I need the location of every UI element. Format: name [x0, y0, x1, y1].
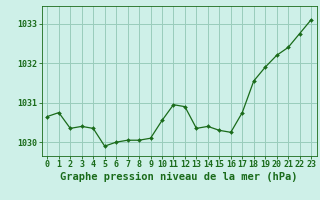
X-axis label: Graphe pression niveau de la mer (hPa): Graphe pression niveau de la mer (hPa) — [60, 172, 298, 182]
